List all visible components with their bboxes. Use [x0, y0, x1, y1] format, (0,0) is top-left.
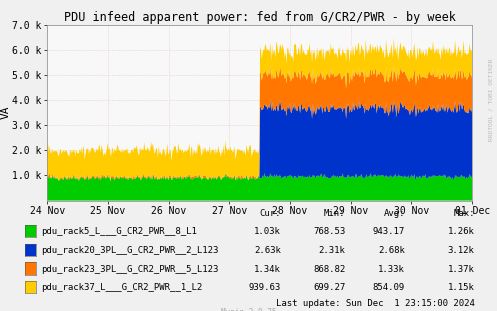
Text: Munin 2.0.75: Munin 2.0.75	[221, 308, 276, 311]
Text: 1.34k: 1.34k	[254, 265, 281, 273]
Text: Last update: Sun Dec  1 23:15:00 2024: Last update: Sun Dec 1 23:15:00 2024	[276, 299, 475, 308]
Text: 868.82: 868.82	[313, 265, 345, 273]
Text: 943.17: 943.17	[373, 227, 405, 236]
Text: 1.26k: 1.26k	[448, 227, 475, 236]
Y-axis label: VA: VA	[1, 106, 11, 119]
Text: pdu_rack20_3PL__G_CR2_PWR__2_L123: pdu_rack20_3PL__G_CR2_PWR__2_L123	[41, 246, 218, 255]
Text: 768.53: 768.53	[313, 227, 345, 236]
Text: pdu_rack23_3PL__G_CR2_PWR__5_L123: pdu_rack23_3PL__G_CR2_PWR__5_L123	[41, 265, 218, 273]
Text: 2.31k: 2.31k	[319, 246, 345, 255]
Text: Min:: Min:	[324, 209, 345, 217]
Text: 2.68k: 2.68k	[378, 246, 405, 255]
Text: 1.33k: 1.33k	[378, 265, 405, 273]
Text: Cur:: Cur:	[259, 209, 281, 217]
Text: 3.12k: 3.12k	[448, 246, 475, 255]
Text: 1.37k: 1.37k	[448, 265, 475, 273]
Text: 699.27: 699.27	[313, 283, 345, 292]
Text: 1.15k: 1.15k	[448, 283, 475, 292]
Text: 1.03k: 1.03k	[254, 227, 281, 236]
Text: 2.63k: 2.63k	[254, 246, 281, 255]
Text: RRDTOOL / TOBI OETIKER: RRDTOOL / TOBI OETIKER	[488, 58, 493, 141]
Text: Avg:: Avg:	[384, 209, 405, 217]
Text: 854.09: 854.09	[373, 283, 405, 292]
Text: Max:: Max:	[453, 209, 475, 217]
Text: pdu_rack5_L___G_CR2_PWR__8_L1: pdu_rack5_L___G_CR2_PWR__8_L1	[41, 227, 197, 236]
Text: pdu_rack37_L___G_CR2_PWR__1_L2: pdu_rack37_L___G_CR2_PWR__1_L2	[41, 283, 202, 292]
Title: PDU infeed apparent power: fed from G/CR2/PWR - by week: PDU infeed apparent power: fed from G/CR…	[64, 11, 456, 24]
Text: 939.63: 939.63	[248, 283, 281, 292]
